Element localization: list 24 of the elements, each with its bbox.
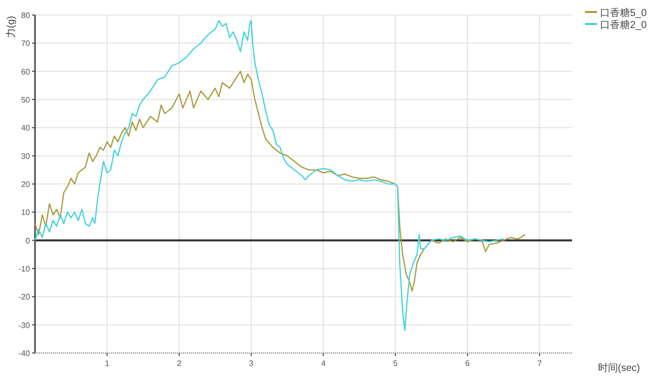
y-axis-title: 力(g) (5, 16, 17, 38)
y-tick-label: 0 (26, 236, 31, 246)
x-tick-label: 5 (393, 359, 398, 368)
y-tick-label: 20 (21, 180, 31, 189)
y-tick-label: -20 (18, 292, 31, 302)
x-tick-label: 3 (249, 359, 254, 368)
legend-label: 口香糖5_0 (600, 7, 648, 19)
x-tick-label: 2 (176, 359, 182, 368)
y-tick-label: -40 (18, 349, 31, 358)
x-tick-label: 1 (104, 359, 110, 368)
y-tick-label: 80 (21, 11, 31, 20)
y-tick-label: 40 (21, 124, 31, 133)
legend-label: 口香糖2_0 (600, 19, 648, 31)
x-tick-label: 6 (465, 359, 470, 368)
x-tick-label: 4 (321, 359, 326, 368)
y-tick-label: 10 (21, 208, 31, 218)
y-tick-label: 60 (21, 67, 31, 76)
x-tick-label: 7 (537, 359, 542, 368)
y-tick-label: -10 (18, 264, 31, 274)
x-axis-title: 时间(sec) (598, 362, 640, 374)
y-tick-label: 50 (21, 96, 31, 104)
y-tick-label: -30 (18, 320, 31, 330)
y-tick-label: 70 (21, 39, 31, 48)
y-tick-label: 30 (21, 152, 31, 161)
